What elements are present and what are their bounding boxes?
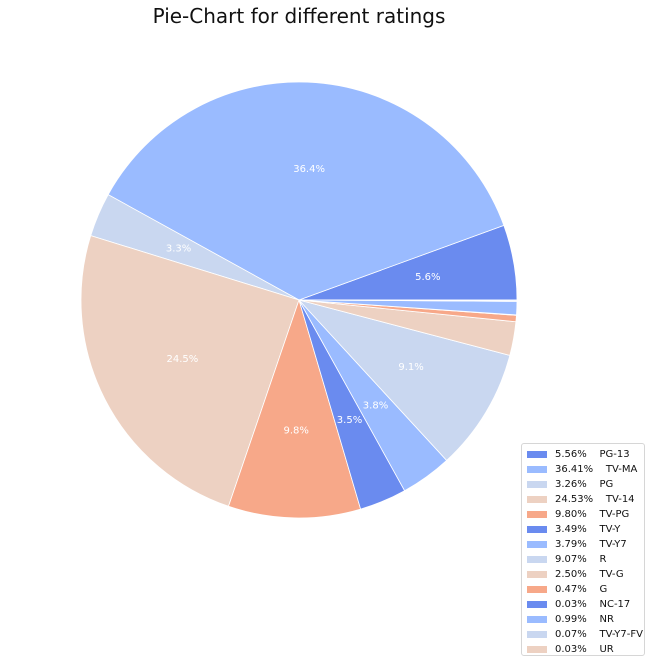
legend-swatch — [527, 496, 547, 503]
legend-label: 9.80% TV-PG — [555, 509, 630, 520]
slice-percent-label: 9.8% — [283, 425, 308, 436]
legend-entry: 24.53% TV-14 — [527, 492, 644, 507]
legend-label: 3.49% TV-Y — [555, 524, 621, 535]
legend-swatch — [527, 646, 547, 653]
legend-label: 9.07% R — [555, 554, 607, 565]
legend-label: 3.79% TV-Y7 — [555, 539, 627, 550]
legend-swatch — [527, 556, 547, 563]
legend-label: 2.50% TV-G — [555, 569, 624, 580]
legend-entry: 3.79% TV-Y7 — [527, 537, 644, 552]
pie-labels: 5.6% 36.4% 3.3% 24.5% 9.8% 3.5%3.8% 9.1% — [166, 164, 441, 436]
legend-label: 5.56% PG-13 — [555, 449, 630, 460]
legend-label: 36.41% TV-MA — [555, 464, 638, 475]
legend-entry: 5.56% PG-13 — [527, 447, 644, 462]
slice-percent-label: 36.4% — [293, 164, 325, 175]
chart-title: Pie-Chart for different ratings — [152, 4, 446, 28]
legend-swatch — [527, 481, 547, 488]
legend-entry: 0.07% TV-Y7-FV — [527, 627, 644, 642]
slice-percent-label: 3.3% — [166, 243, 191, 254]
slice-percent-label: 3.8% — [363, 401, 388, 412]
legend-entry: 0.99% NR — [527, 612, 644, 627]
pie-slice — [107, 81, 505, 301]
legend-label: 24.53% TV-14 — [555, 494, 635, 505]
legend-label: 0.47% G — [555, 584, 608, 595]
pie-slice — [80, 235, 300, 507]
legend-swatch — [527, 616, 547, 623]
legend-entry: 0.03% NC-17 — [527, 597, 644, 612]
legend-entry: 3.26% PG — [527, 477, 644, 492]
slice-percent-label: 5.6% — [415, 272, 440, 283]
legend-swatch — [527, 451, 547, 458]
pie-slice — [228, 298, 362, 519]
legend-swatch — [527, 541, 547, 548]
legend-entry: 9.07% R — [527, 552, 644, 567]
legend-swatch — [527, 511, 547, 518]
legend-label: 0.03% NC-17 — [555, 599, 631, 610]
legend-entry: 0.47% G — [527, 582, 644, 597]
legend-label: 0.03% UR — [555, 644, 614, 655]
legend-entry: 36.41% TV-MA — [527, 462, 644, 477]
slice-percent-label: 3.5% — [337, 415, 362, 426]
legend-label: 0.07% TV-Y7-FV — [555, 629, 643, 640]
legend-entry: 0.03% UR — [527, 642, 644, 657]
legend-swatch — [527, 526, 547, 533]
legend-entry: 9.80% TV-PG — [527, 507, 644, 522]
legend-entry: 2.50% TV-G — [527, 567, 644, 582]
legend-swatch — [527, 631, 547, 638]
legend-swatch — [527, 466, 547, 473]
legend-label: 0.99% NR — [555, 614, 614, 625]
legend-label: 3.26% PG — [555, 479, 614, 490]
slice-percent-label: 9.1% — [398, 362, 423, 373]
chart-legend: 5.56% PG-13 36.41% TV-MA 3.26% PG 24.53% TV… — [521, 443, 645, 656]
slice-percent-label: 24.5% — [167, 354, 199, 365]
legend-swatch — [527, 601, 547, 608]
pie-slice — [297, 299, 511, 461]
legend-swatch — [527, 586, 547, 593]
legend-entry: 3.49% TV-Y — [527, 522, 644, 537]
pie-slices — [80, 81, 518, 519]
legend-swatch — [527, 571, 547, 578]
